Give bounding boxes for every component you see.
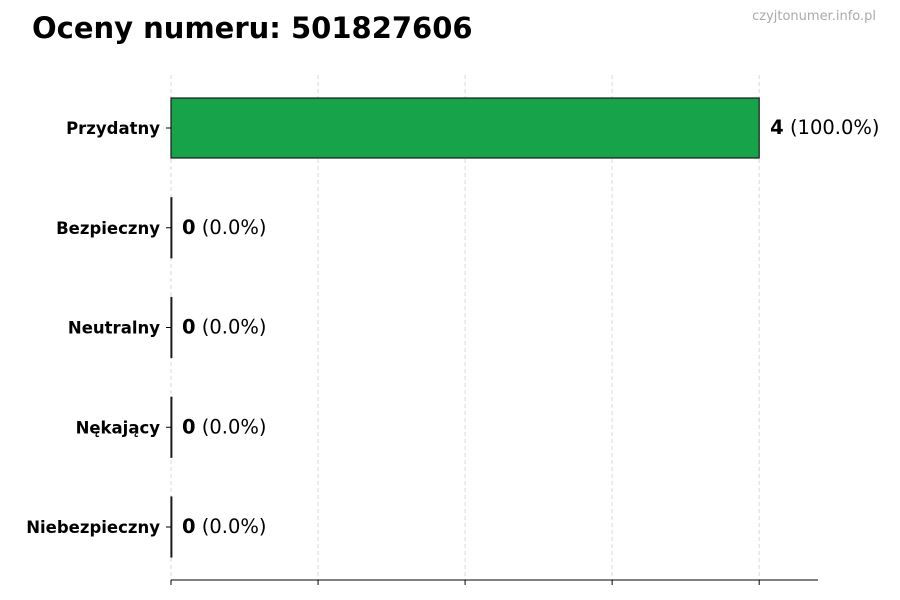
- percent-label: (0.0%): [196, 216, 267, 239]
- category-label: Niebezpieczny: [26, 518, 160, 537]
- data-label: 4 (100.0%): [770, 116, 879, 139]
- data-label: 0 (0.0%): [182, 316, 267, 339]
- category-label: Nękający: [76, 418, 161, 437]
- data-label: 0 (0.0%): [182, 515, 267, 538]
- bar: [170, 197, 173, 259]
- bar: [170, 496, 173, 558]
- value-label: 4: [770, 116, 784, 139]
- data-label: 0 (0.0%): [182, 415, 267, 438]
- percent-label: (0.0%): [196, 515, 267, 538]
- watermark: czyjtonumer.info.pl: [752, 9, 876, 24]
- value-label: 0: [182, 216, 196, 239]
- value-label: 0: [182, 316, 196, 339]
- category-label: Bezpieczny: [56, 219, 160, 238]
- bar: [170, 296, 173, 359]
- percent-label: (0.0%): [196, 316, 267, 339]
- value-label: 0: [182, 415, 196, 438]
- bar: [170, 97, 760, 159]
- data-label: 0 (0.0%): [182, 216, 267, 239]
- percent-label: (100.0%): [784, 116, 880, 139]
- value-label: 0: [182, 515, 196, 538]
- chart-title: Oceny numeru: 501827606: [32, 11, 473, 45]
- category-label: Neutralny: [68, 319, 160, 338]
- bar: [170, 396, 173, 458]
- category-label: Przydatny: [66, 119, 160, 138]
- percent-label: (0.0%): [196, 415, 267, 438]
